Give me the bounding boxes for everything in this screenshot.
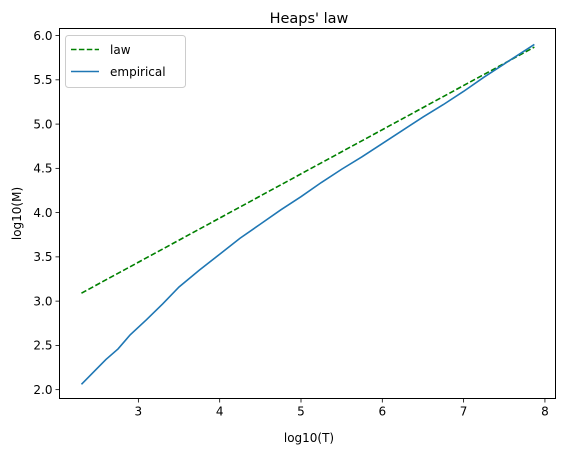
legend: law empirical: [65, 35, 186, 88]
plot-area: 3 4 5 6 7 8 2.0 2.5 3.0 3.5 4.0 4.5 5.0 5.5 6.0: [33, 28, 556, 419]
x-tick-label: 4: [216, 405, 224, 419]
x-tick-label: 6: [378, 405, 386, 419]
y-axis-label: log10(M): [10, 187, 24, 240]
y-tick-label: 4.5: [33, 162, 52, 176]
series-layer: [80, 43, 535, 385]
y-tick-label: 3.5: [33, 250, 52, 264]
y-axis-ticks: 2.0 2.5 3.0 3.5 4.0 4.5 5.0 5.5 6.0: [33, 29, 60, 397]
legend-box: [65, 35, 186, 88]
y-tick-label: 5.0: [33, 117, 52, 131]
chart-title: Heaps' law: [270, 11, 349, 27]
axes-background: [59, 28, 556, 399]
x-tick-label: 7: [460, 405, 468, 419]
y-tick-label: 2.5: [33, 339, 52, 353]
axes-frame: [59, 28, 556, 399]
series-line-law: [81, 46, 535, 294]
x-axis-label: log10(T): [284, 431, 334, 445]
y-tick-label: 5.5: [33, 73, 52, 87]
y-tick-label: 2.0: [33, 383, 52, 397]
x-tick-label: 8: [541, 405, 549, 419]
legend-items: law empirical: [71, 43, 166, 79]
x-axis-ticks: 3 4 5 6 7 8: [135, 398, 549, 419]
x-tick-label: 5: [297, 405, 305, 419]
y-tick-label: 6.0: [33, 29, 52, 43]
series-line-empirical: [80, 43, 535, 385]
legend-label-law: law: [110, 43, 131, 57]
x-tick-label: 3: [135, 405, 143, 419]
y-tick-label: 4.0: [33, 206, 52, 220]
legend-label-empirical: empirical: [110, 65, 166, 79]
y-tick-label: 3.0: [33, 294, 52, 308]
